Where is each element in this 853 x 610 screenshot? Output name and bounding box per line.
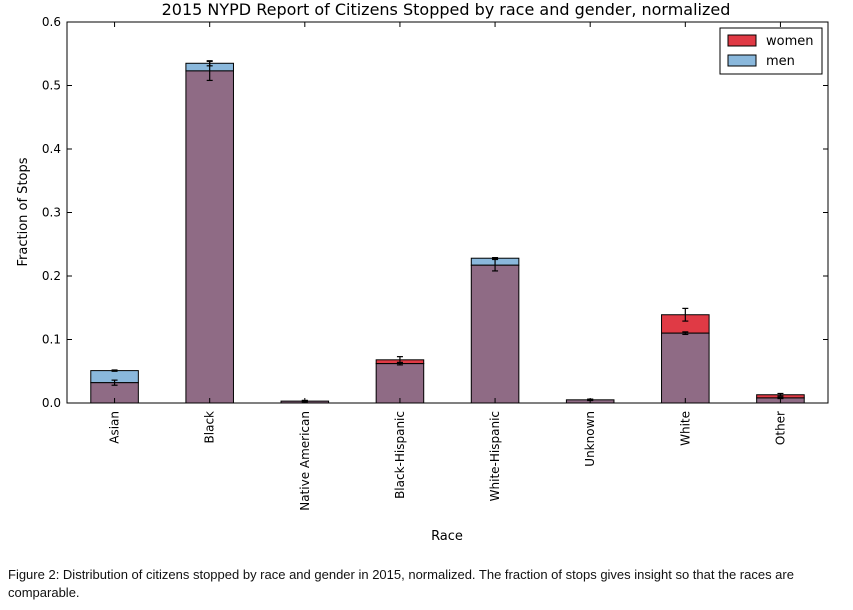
y-tick-label: 0.0	[42, 396, 61, 410]
legend-swatch-men	[727, 54, 757, 67]
legend-label-men: men	[766, 54, 795, 69]
bar-overlap-white-hispanic	[470, 264, 520, 404]
x-tick-label-white-hispanic: White-Hispanic	[488, 411, 502, 501]
figure-caption: Figure 2: Distribution of citizens stopp…	[8, 567, 794, 600]
legend-swatch-women	[727, 34, 757, 47]
y-tick-label: 0.2	[42, 269, 61, 283]
error-bar-women-asian	[111, 379, 118, 386]
y-axis-title: Fraction of Stops	[16, 157, 31, 266]
error-bar-women-other	[777, 392, 784, 397]
bar-overlap-white	[661, 332, 710, 404]
bar-overlap-black	[185, 70, 234, 404]
x-axis-title: Race	[431, 529, 463, 544]
x-tick-label-other: Other	[773, 411, 787, 445]
error-bar-women-white-hispanic	[492, 258, 499, 272]
error-bar-women-white	[682, 307, 689, 322]
bars-layer	[90, 62, 805, 404]
x-tick-label-unknown: Unknown	[583, 411, 597, 467]
legend: women men	[719, 27, 823, 75]
y-tick-label: 0.3	[42, 206, 61, 220]
bar-overlap-black-hispanic	[375, 363, 425, 404]
error-bar-men-black-hispanic	[396, 361, 403, 366]
chart-title: 2015 NYPD Report of Citizens Stopped by …	[162, 0, 731, 19]
y-axis: 0.0 0.1 0.2 0.3 0.4 0.5 0.6	[42, 15, 828, 410]
x-axis: Asian Black Native American Black-Hispanic W…	[108, 22, 787, 511]
error-bar-men-asian	[111, 369, 118, 372]
bar-chart: 2015 NYPD Report of Citizens Stopped by …	[16, 0, 829, 544]
error-bar-men-white	[682, 331, 689, 336]
error-bar-men-black	[206, 60, 213, 67]
plot-frame	[66, 21, 829, 404]
y-tick-label: 0.6	[42, 15, 61, 29]
y-tick-label: 0.1	[42, 333, 61, 347]
x-tick-label-black: Black	[203, 411, 217, 444]
y-tick-label: 0.4	[42, 142, 61, 156]
legend-label-women: women	[766, 34, 814, 49]
x-tick-label-white: White	[678, 411, 692, 446]
error-bars-layer	[111, 60, 784, 403]
x-tick-label-native-american: Native American	[298, 411, 312, 511]
x-tick-label-asian: Asian	[108, 411, 122, 444]
error-bar-men-white-hispanic	[492, 256, 499, 260]
y-tick-label: 0.5	[42, 79, 61, 93]
x-tick-label-black-hispanic: Black-Hispanic	[393, 411, 407, 499]
